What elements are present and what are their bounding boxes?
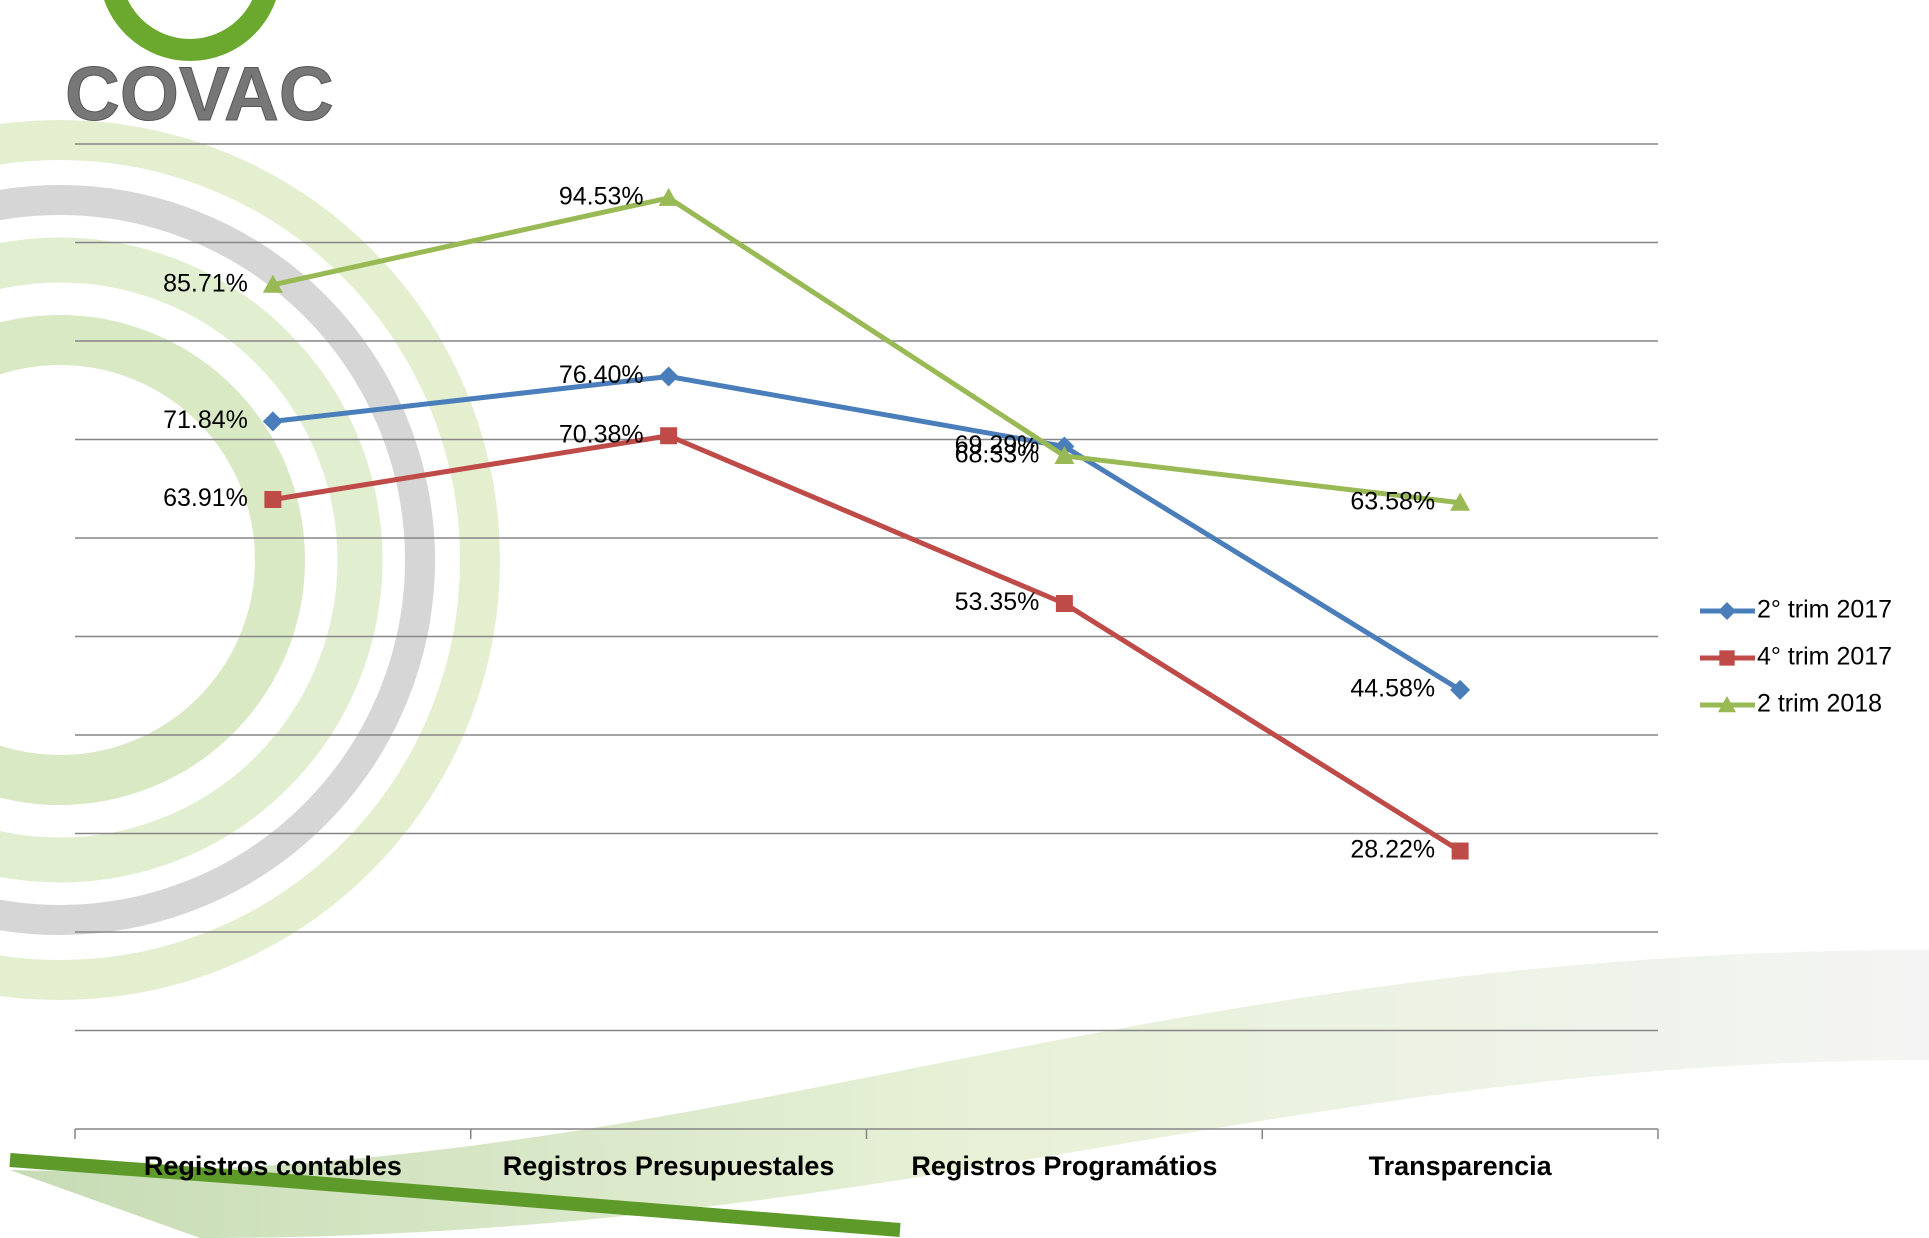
series-line	[272, 195, 1461, 506]
data-label: 71.84%	[163, 406, 248, 434]
legend-label: 2 trim 2018	[1757, 690, 1882, 718]
data-label: 63.91%	[163, 484, 248, 512]
x-tick-label: Registros Presupuestales	[503, 1151, 835, 1181]
series-line	[272, 433, 1462, 854]
marker	[1451, 842, 1469, 860]
data-label: 44.58%	[1350, 674, 1435, 702]
series-line	[272, 373, 1462, 693]
data-label: 68.33%	[955, 441, 1040, 469]
data-label: 63.58%	[1350, 487, 1435, 515]
marker	[1055, 595, 1073, 613]
x-tick-label: Registros Programátios	[911, 1151, 1217, 1181]
marker	[658, 187, 679, 206]
legend-marker	[1718, 602, 1736, 620]
marker	[262, 274, 283, 293]
data-label: 76.40%	[559, 361, 644, 389]
x-tick-label: Transparencia	[1369, 1151, 1553, 1181]
logo: COVAC	[65, 52, 334, 137]
marker	[1450, 492, 1471, 511]
data-label: 53.35%	[955, 588, 1040, 616]
legend-label: 2° trim 2017	[1757, 596, 1892, 624]
data-label: 70.38%	[559, 420, 644, 448]
marker	[1054, 445, 1075, 464]
marker	[658, 366, 679, 387]
legend-label: 4° trim 2017	[1757, 643, 1892, 671]
data-label: 69.29%	[955, 431, 1040, 459]
legend-marker	[1719, 650, 1735, 666]
marker	[660, 427, 678, 445]
data-label: 85.71%	[163, 269, 248, 297]
marker	[262, 411, 283, 432]
marker	[264, 490, 282, 508]
data-label: 28.22%	[1350, 836, 1435, 864]
marker	[1450, 679, 1471, 700]
data-label: 94.53%	[559, 182, 644, 210]
x-tick-label: Registros contables	[144, 1151, 402, 1181]
legend-marker	[1718, 696, 1736, 713]
